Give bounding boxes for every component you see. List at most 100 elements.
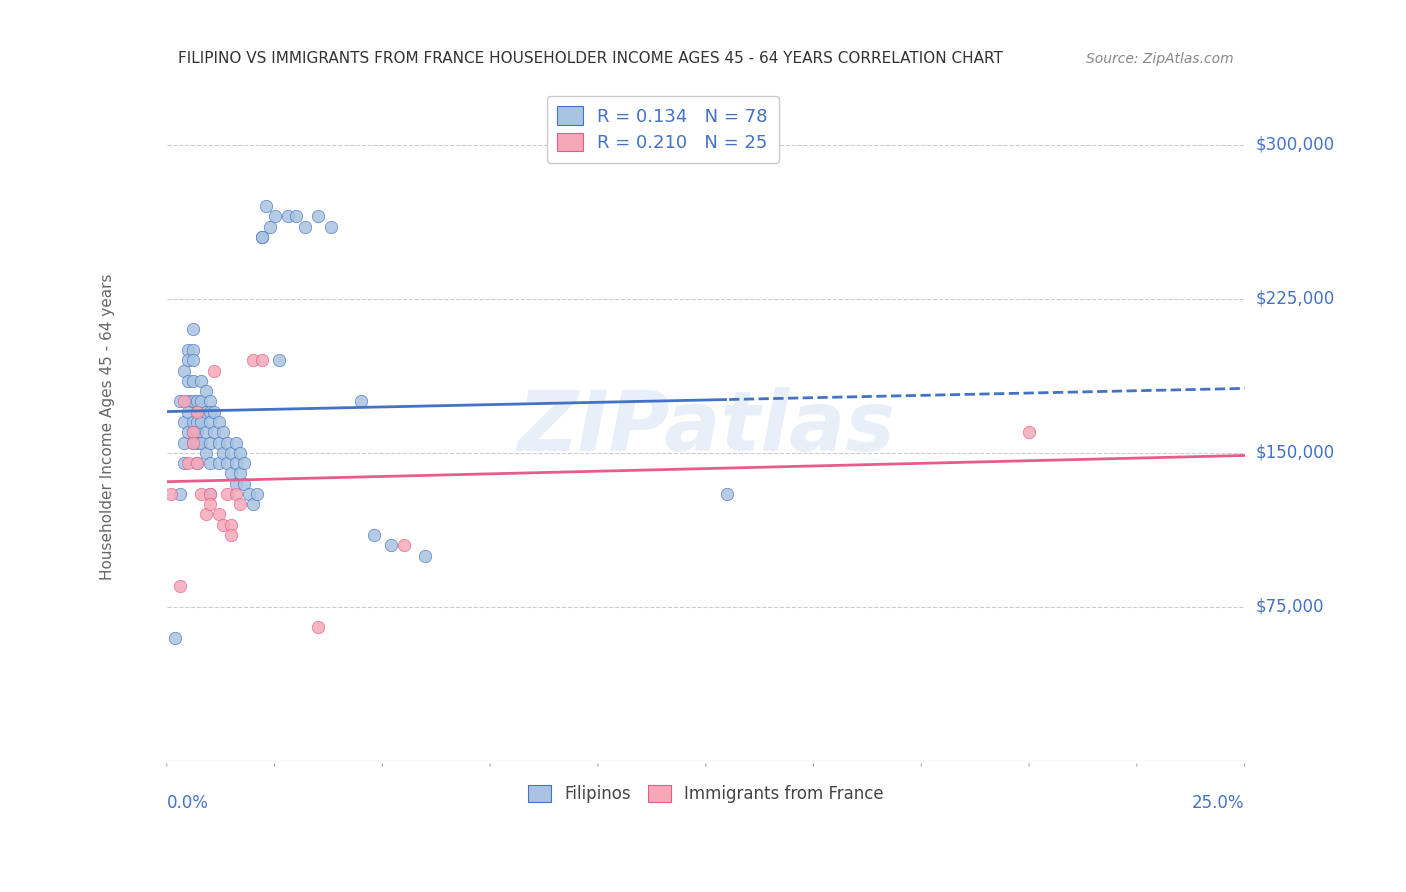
Point [217, 456, 239, 470]
Point [186, 456, 208, 470]
Point [186, 456, 208, 470]
Text: $150,000: $150,000 [1256, 444, 1334, 462]
Point [169, 579, 191, 593]
Point [181, 353, 204, 368]
Point [198, 487, 221, 501]
Point [181, 415, 204, 429]
Point [194, 446, 217, 460]
Legend: Filipinos, Immigrants from France: Filipinos, Immigrants from France [517, 774, 894, 813]
Point [276, 210, 298, 224]
Point [181, 425, 204, 440]
Point [186, 405, 208, 419]
Point [181, 435, 204, 450]
Point [285, 210, 308, 224]
Point [250, 353, 273, 368]
Point [221, 528, 243, 542]
Point [225, 456, 247, 470]
Point [202, 405, 225, 419]
Point [177, 374, 200, 388]
Point [242, 353, 264, 368]
Point [194, 425, 217, 440]
Point [186, 415, 208, 429]
Point [350, 394, 373, 409]
Text: $300,000: $300,000 [1256, 136, 1334, 153]
Point [186, 425, 208, 440]
Point [267, 353, 290, 368]
Point [198, 497, 221, 511]
Point [194, 405, 217, 419]
Point [181, 343, 204, 357]
Point [250, 230, 273, 244]
Point [229, 467, 252, 481]
Point [177, 425, 200, 440]
Point [194, 384, 217, 399]
Point [173, 435, 195, 450]
Point [363, 528, 385, 542]
Point [190, 374, 212, 388]
Point [254, 199, 277, 213]
Text: Householder Income Ages 45 - 64 years: Householder Income Ages 45 - 64 years [100, 274, 115, 581]
Point [190, 415, 212, 429]
Point [217, 487, 239, 501]
Point [207, 435, 229, 450]
Point [169, 394, 191, 409]
Point [221, 467, 243, 481]
Point [198, 487, 221, 501]
Point [177, 394, 200, 409]
Point [233, 476, 256, 491]
Point [177, 353, 200, 368]
Point [392, 538, 415, 552]
Text: 25.0%: 25.0% [1192, 795, 1244, 813]
Point [181, 425, 204, 440]
Point [194, 508, 217, 522]
Point [415, 549, 437, 563]
Point [233, 456, 256, 470]
Point [294, 219, 316, 234]
Text: ZIPatlas: ZIPatlas [517, 386, 894, 467]
Point [221, 446, 243, 460]
Point [198, 415, 221, 429]
Point [207, 415, 229, 429]
Point [190, 487, 212, 501]
Point [169, 487, 191, 501]
Point [229, 497, 252, 511]
Point [225, 476, 247, 491]
Point [1018, 425, 1040, 440]
Point [307, 620, 329, 634]
Point [198, 435, 221, 450]
Point [263, 210, 285, 224]
Point [202, 363, 225, 377]
Point [177, 343, 200, 357]
Point [198, 456, 221, 470]
Text: $75,000: $75,000 [1256, 598, 1324, 616]
Point [186, 405, 208, 419]
Point [177, 405, 200, 419]
Point [259, 219, 281, 234]
Point [225, 435, 247, 450]
Point [181, 435, 204, 450]
Point [190, 435, 212, 450]
Point [186, 394, 208, 409]
Point [211, 517, 233, 532]
Point [238, 487, 260, 501]
Point [225, 487, 247, 501]
Point [217, 435, 239, 450]
Text: Source: ZipAtlas.com: Source: ZipAtlas.com [1087, 53, 1234, 66]
Point [211, 446, 233, 460]
Text: 0.0%: 0.0% [167, 795, 208, 813]
Point [250, 230, 273, 244]
Point [181, 394, 204, 409]
Point [202, 425, 225, 440]
Point [198, 394, 221, 409]
Point [380, 538, 402, 552]
Point [181, 374, 204, 388]
Point [186, 435, 208, 450]
Point [229, 446, 252, 460]
Point [173, 456, 195, 470]
Point [319, 219, 342, 234]
Point [211, 425, 233, 440]
Point [160, 487, 183, 501]
Point [246, 487, 269, 501]
Point [716, 487, 738, 501]
Point [165, 631, 187, 645]
